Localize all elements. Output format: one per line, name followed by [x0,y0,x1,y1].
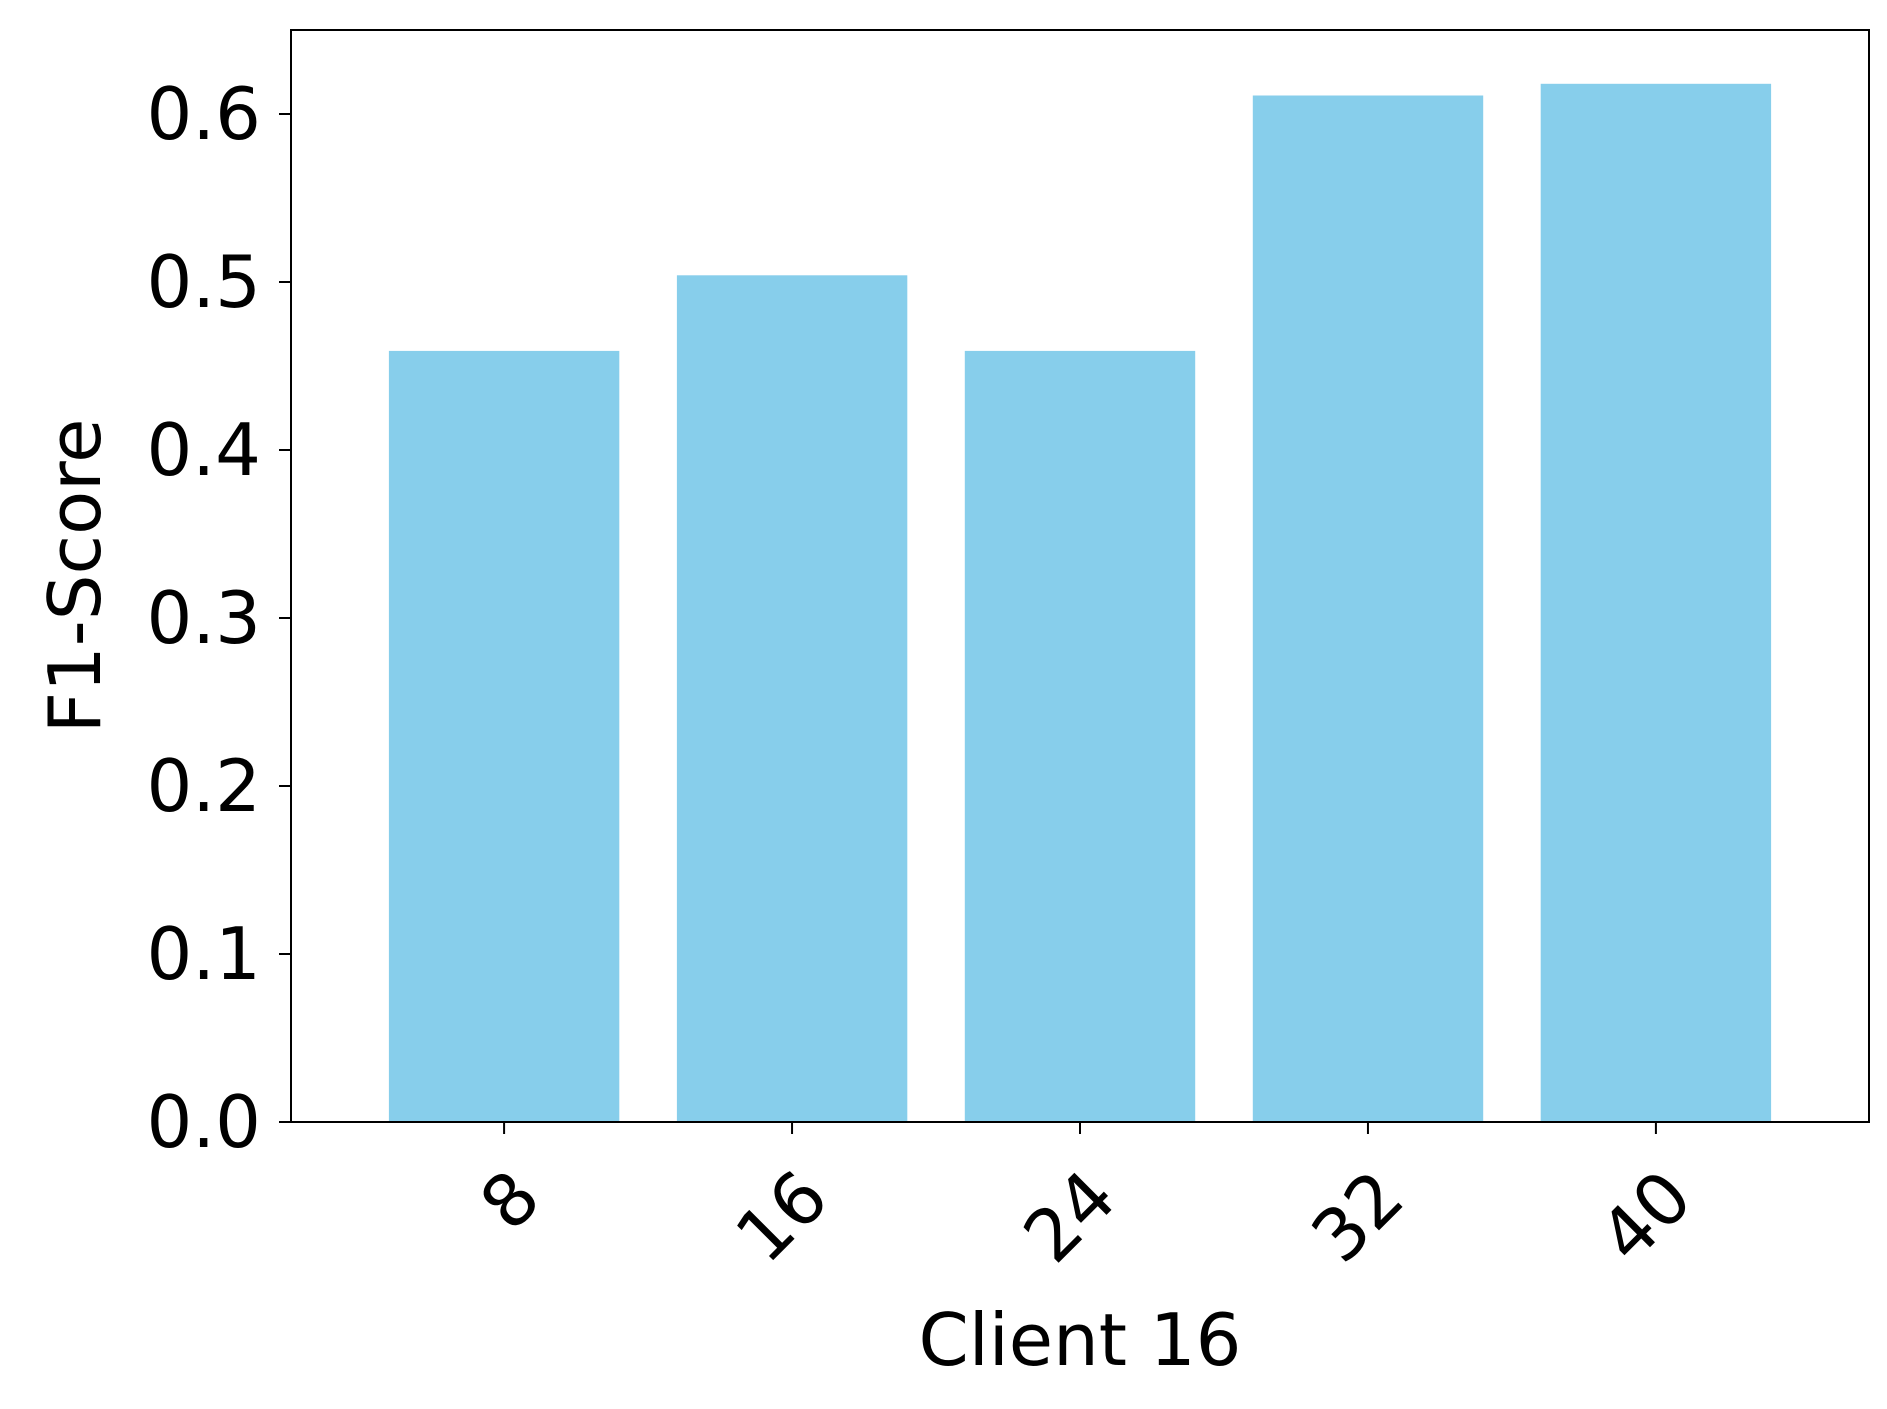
y-axis-ticks: 0.0 0.1 0.2 0.3 0.4 0.5 0.6 [146,72,291,1164]
bar-8 [388,350,620,1122]
x-tick-label-40: 40 [1583,1154,1707,1278]
y-tick-label: 0.1 [146,912,261,996]
y-tick-label: 0.2 [146,744,261,828]
x-tick-label-8: 8 [464,1154,556,1246]
y-tick-label: 0.4 [146,408,261,492]
x-tick-label-24: 24 [1008,1154,1132,1278]
x-axis-ticks: 8 16 24 32 40 [464,1122,1708,1278]
bar-32 [1252,95,1484,1122]
bar-40 [1540,83,1772,1122]
y-tick-label: 0.5 [146,240,261,324]
x-axis-label: Client 16 [919,1298,1242,1382]
y-tick-label: 0.3 [146,576,261,660]
x-tick-label-16: 16 [720,1154,844,1278]
x-tick-label-32: 32 [1295,1154,1419,1278]
y-tick-label: 0.6 [146,72,261,156]
bars-layer [388,83,1772,1122]
y-tick-label: 0.0 [146,1080,261,1164]
y-axis-label: F1-Score [33,419,117,734]
bar-16 [676,275,908,1122]
bar-24 [964,350,1196,1122]
